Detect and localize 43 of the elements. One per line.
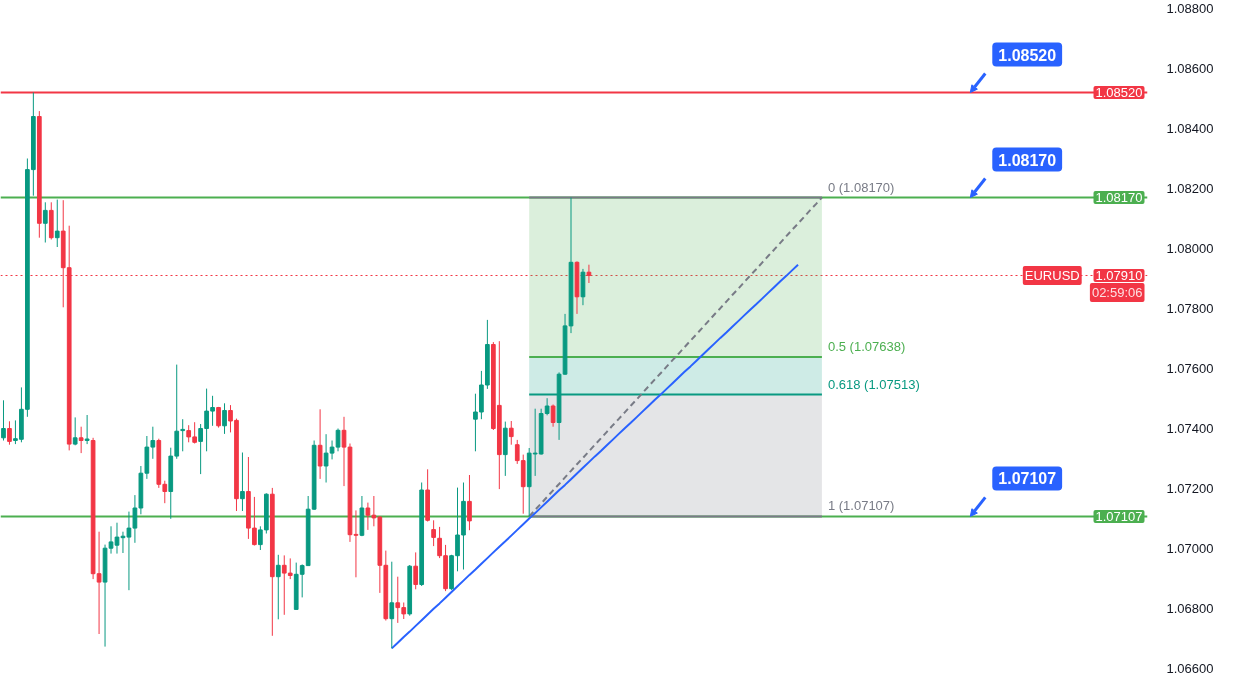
candlestick <box>389 561 395 649</box>
candlestick <box>317 408 323 480</box>
y-tick-label: 1.07000 <box>1166 541 1214 556</box>
y-tick-label: 1.06800 <box>1166 601 1214 616</box>
y-tick-label: 1.08200 <box>1166 181 1214 196</box>
candlestick <box>84 414 90 445</box>
y-tick-label: 1.08000 <box>1166 241 1214 256</box>
line-series <box>390 263 800 650</box>
y-tick-label: 1.08600 <box>1166 61 1214 76</box>
y-tick-label: 1.08800 <box>1166 1 1214 16</box>
candlestick <box>413 551 419 590</box>
y-tick-label: 1.07400 <box>1166 421 1214 436</box>
candlestick <box>1 399 6 441</box>
candlestick <box>508 420 514 446</box>
ref-line-label: 1.08170 <box>1095 190 1143 205</box>
candlestick <box>431 519 436 547</box>
candlestick <box>54 199 60 248</box>
ref-line-label: 1.08520 <box>1095 85 1143 100</box>
candlestick <box>72 416 78 446</box>
ref-line-label: 1.07107 <box>1095 508 1143 524</box>
y-tick-label: 1.07200 <box>1166 481 1214 496</box>
candlestick <box>7 420 12 446</box>
series-label: 0 (1.08170) <box>827 179 895 195</box>
annotation: 1.08170 <box>998 151 1057 169</box>
annotation: 1.08520 <box>998 46 1057 64</box>
series-label: 1 (1.07107) <box>827 498 895 514</box>
ref-line-label: 1.07910 <box>1095 268 1143 283</box>
y-tick-label: 1.08400 <box>1166 121 1214 136</box>
y-tick-label: 1.06600 <box>1166 661 1214 676</box>
annotation: 02:59:06 <box>1091 285 1143 300</box>
series-label: 0.618 (1.07513) <box>827 376 920 392</box>
candlestick <box>467 474 472 531</box>
candlestick <box>240 452 245 512</box>
candlestick <box>78 426 84 454</box>
candlestick <box>42 201 48 243</box>
annotation: EURUSD <box>1024 268 1080 283</box>
candlestick <box>275 554 281 620</box>
annotation: 1.07107 <box>998 470 1057 488</box>
y-tick-label: 1.07800 <box>1166 301 1214 316</box>
candlestick <box>222 402 227 435</box>
y-tick-label: 1.07600 <box>1166 361 1214 376</box>
series-label: 0.5 (1.07638) <box>827 339 906 355</box>
candlestick <box>180 418 186 452</box>
